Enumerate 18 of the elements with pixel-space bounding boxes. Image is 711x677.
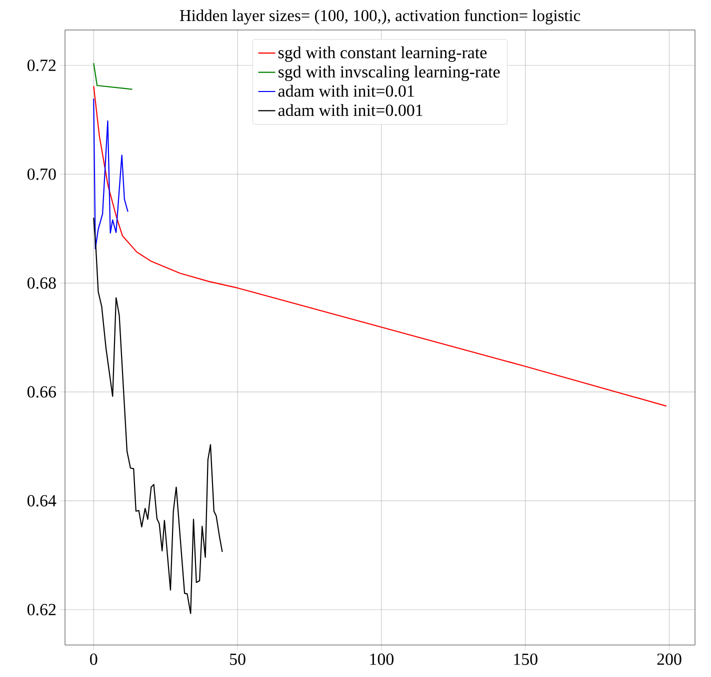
y-tick-label: 0.68 (27, 277, 56, 289)
chart-title: Hidden layer sizes= (100, 100,), activation function= logistic (180, 9, 580, 24)
y-tick-label: 0.64 (27, 495, 56, 507)
legend-label: sgd with invscaling learning-rate (278, 66, 500, 82)
y-tick-label: 0.66 (27, 386, 56, 398)
y-tick-label: 0.72 (27, 60, 56, 72)
legend-label: adam with init=0.01 (278, 84, 414, 97)
x-tick-label: 0 (90, 654, 98, 665)
y-tick-label: 0.62 (27, 604, 56, 616)
x-tick-label: 100 (370, 654, 394, 665)
x-tick-label: 150 (514, 654, 538, 665)
legend-label: sgd with constant learning-rate (278, 46, 487, 62)
line-series (93, 98, 128, 250)
y-tick-label: 0.70 (27, 168, 56, 180)
legend-label: adam with init=0.001 (278, 104, 422, 116)
line-series (93, 217, 223, 614)
x-tick-label: 200 (657, 654, 682, 665)
x-tick-label: 50 (230, 654, 246, 665)
